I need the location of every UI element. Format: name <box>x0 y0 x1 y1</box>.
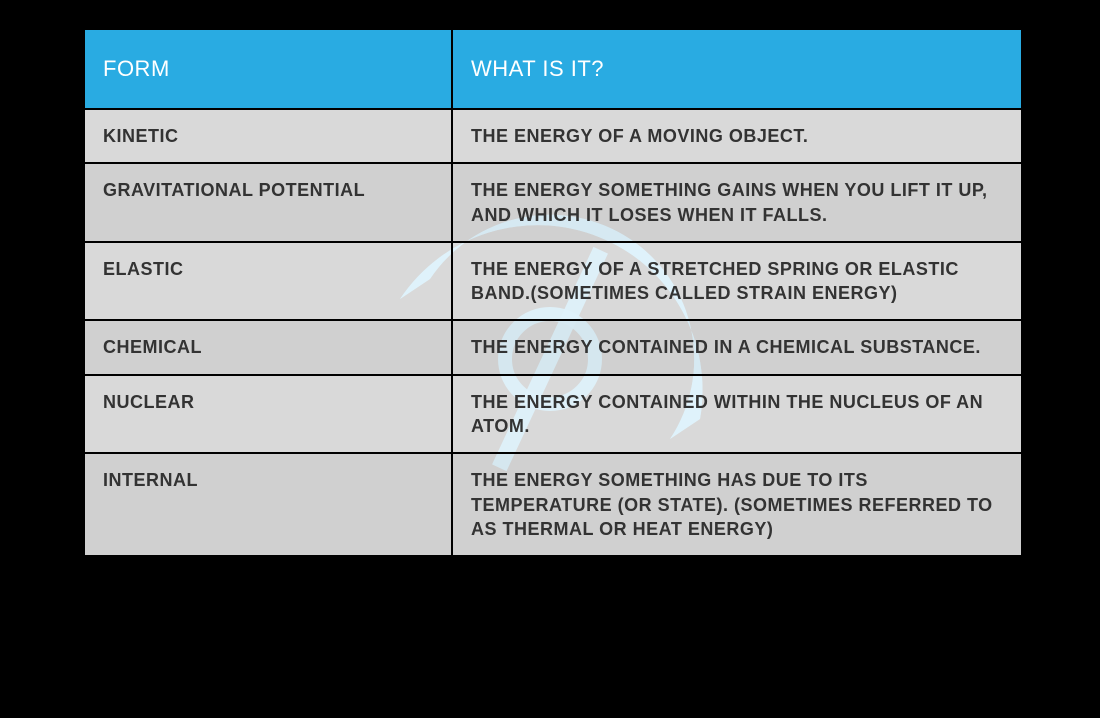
cell-desc: THE ENERGY CONTAINED WITHIN THE NUCLEUS … <box>452 375 1022 454</box>
table-row: INTERNAL THE ENERGY SOMETHING HAS DUE TO… <box>84 453 1022 556</box>
cell-desc: THE ENERGY SOMETHING HAS DUE TO ITS TEMP… <box>452 453 1022 556</box>
cell-form: KINETIC <box>84 109 452 163</box>
cell-desc: THE ENERGY OF A STRETCHED SPRING OR ELAS… <box>452 242 1022 321</box>
table-row: NUCLEAR THE ENERGY CONTAINED WITHIN THE … <box>84 375 1022 454</box>
cell-desc: THE ENERGY SOMETHING GAINS WHEN YOU LIFT… <box>452 163 1022 242</box>
table-row: ELASTIC THE ENERGY OF A STRETCHED SPRING… <box>84 242 1022 321</box>
cell-desc: THE ENERGY CONTAINED IN A CHEMICAL SUBST… <box>452 320 1022 374</box>
cell-form: CHEMICAL <box>84 320 452 374</box>
table-header-row: FORM WHAT IS IT? <box>84 29 1022 109</box>
energy-forms-table: FORM WHAT IS IT? KINETIC THE ENERGY OF A… <box>83 28 1023 557</box>
table-row: GRAVITATIONAL POTENTIAL THE ENERGY SOMET… <box>84 163 1022 242</box>
table-row: CHEMICAL THE ENERGY CONTAINED IN A CHEMI… <box>84 320 1022 374</box>
table-row: KINETIC THE ENERGY OF A MOVING OBJECT. <box>84 109 1022 163</box>
cell-form: GRAVITATIONAL POTENTIAL <box>84 163 452 242</box>
cell-desc: THE ENERGY OF A MOVING OBJECT. <box>452 109 1022 163</box>
cell-form: ELASTIC <box>84 242 452 321</box>
cell-form: NUCLEAR <box>84 375 452 454</box>
column-header-form: FORM <box>84 29 452 109</box>
cell-form: INTERNAL <box>84 453 452 556</box>
column-header-description: WHAT IS IT? <box>452 29 1022 109</box>
